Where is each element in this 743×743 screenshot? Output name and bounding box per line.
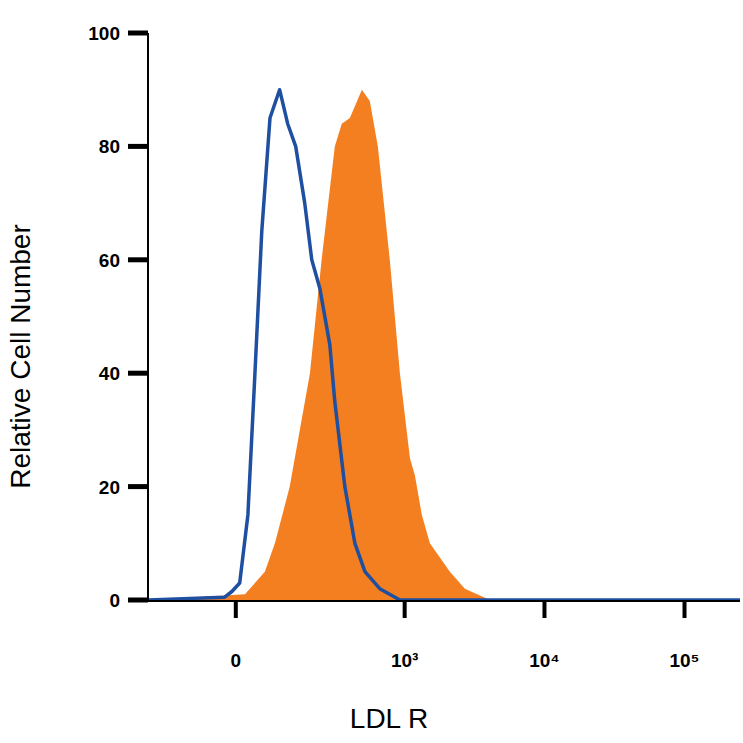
y-tick-label: 20	[99, 477, 120, 498]
y-tick-label: 60	[99, 250, 120, 271]
x-tick-label: 10⁴	[529, 650, 560, 671]
y-axis	[147, 33, 149, 600]
y-tick	[128, 31, 148, 36]
line	[148, 90, 740, 600]
area	[148, 90, 740, 600]
y-tick-label: 100	[88, 23, 120, 44]
y-axis-label: Relative Cell Number	[5, 224, 36, 489]
x-tick-label: 10⁵	[669, 650, 699, 671]
x-tick-label: 0	[231, 650, 242, 671]
x-tick-label: 10³	[391, 650, 418, 671]
y-tick	[128, 144, 148, 149]
y-tick	[128, 484, 148, 489]
y-tick	[128, 371, 148, 376]
x-tick	[234, 600, 238, 618]
x-tick	[683, 600, 687, 618]
x-tick	[403, 600, 407, 618]
plot-area	[148, 90, 740, 600]
chart: 0 20 40 60 80 100 0 10³ 10⁴ 10⁵ LDL R Relative Cell…	[0, 0, 743, 743]
x-tick	[542, 600, 546, 618]
y-tick-label: 80	[99, 136, 120, 157]
x-axis-label: LDL R	[350, 703, 428, 734]
y-tick-label: 0	[109, 590, 120, 611]
y-tick	[128, 257, 148, 262]
y-tick-label: 40	[99, 363, 120, 384]
y-tick	[128, 598, 148, 603]
